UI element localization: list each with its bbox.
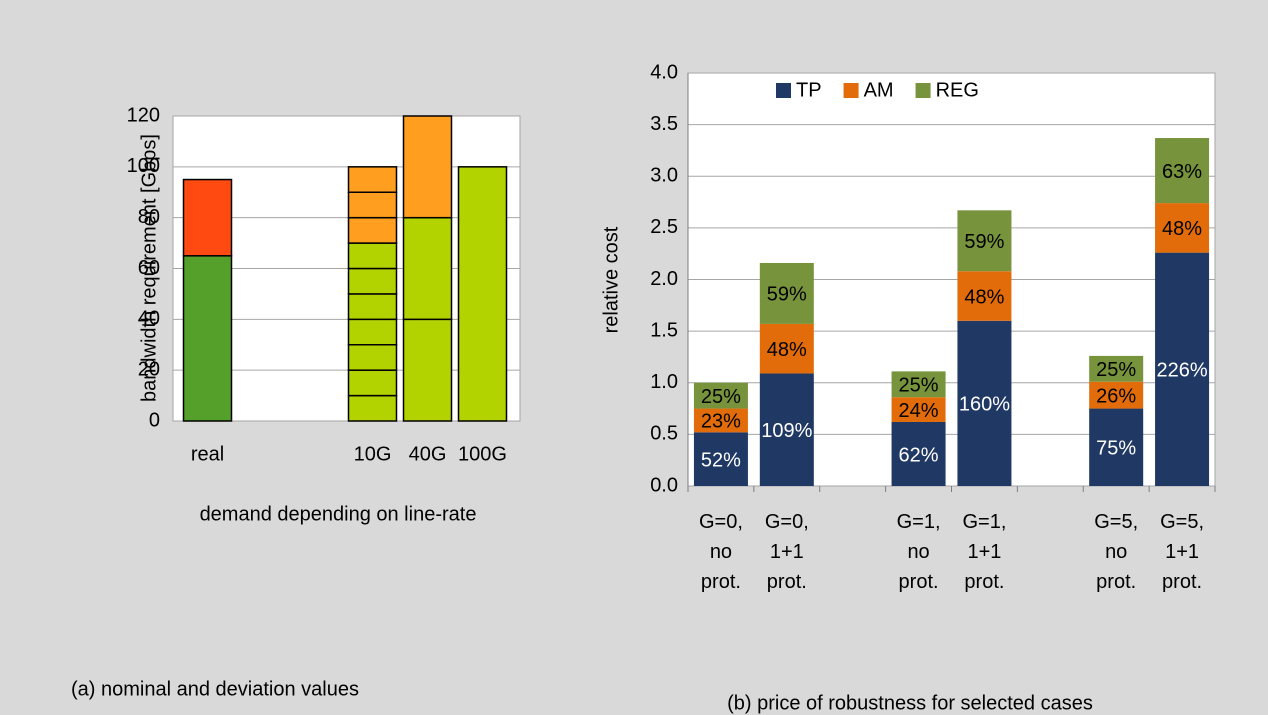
bar-segment — [347, 242, 398, 270]
y-tick-label: 20 — [138, 358, 160, 380]
x-axis-label: demand depending on line-rate — [200, 503, 477, 525]
data-label: 48% — [964, 286, 1004, 308]
y-tick-label: 1.0 — [650, 371, 678, 393]
x-tick-label: real — [191, 443, 224, 465]
y-axis-label: bandwidth requirement [Gbps] — [138, 134, 160, 402]
bar-segment — [1155, 252, 1210, 486]
x-tick-label: G=0, no prot. — [699, 511, 743, 593]
y-tick-label: 4.0 — [650, 61, 678, 83]
bar-segment — [957, 271, 1012, 321]
data-label: 59% — [767, 284, 807, 306]
bar-segment — [693, 432, 748, 486]
x-tick-label: G=1, no prot. — [897, 511, 941, 593]
data-label: 25% — [899, 375, 939, 397]
y-tick-label: 80 — [138, 206, 160, 228]
bar-segment — [402, 115, 453, 219]
x-tick-label: G=1, 1+1 prot. — [962, 511, 1006, 593]
data-label: 75% — [1096, 438, 1136, 460]
x-tick-label: 100G — [458, 443, 507, 465]
y-tick-label: 100 — [127, 155, 160, 177]
bar-segment — [891, 421, 946, 486]
bar-segment — [1155, 138, 1210, 204]
legend-label: AM — [864, 79, 894, 101]
legend-swatch — [776, 83, 791, 98]
bar-segment — [347, 166, 398, 193]
bar-segment — [1089, 355, 1144, 382]
bar-segment — [402, 216, 453, 321]
y-tick-label: 3.0 — [650, 165, 678, 187]
data-label: 63% — [1162, 161, 1202, 183]
caption: (b) price of robustness for selected cas… — [727, 692, 1093, 714]
data-label: 109% — [761, 420, 812, 442]
data-label: 52% — [701, 449, 741, 471]
bar-segment — [693, 408, 748, 433]
y-tick-label: 0.5 — [650, 423, 678, 445]
bar-segment — [347, 216, 398, 244]
y-tick-label: 0 — [149, 409, 160, 431]
y-axis-label: relative cost — [600, 226, 622, 333]
bar-segment — [1089, 381, 1144, 409]
data-label: 160% — [959, 394, 1010, 416]
x-tick-label: 40G — [409, 443, 447, 465]
x-tick-label: G=0, 1+1 prot. — [765, 511, 809, 593]
data-label: 25% — [1096, 359, 1136, 381]
bar-segment — [1155, 203, 1210, 253]
bar-segment — [347, 267, 398, 295]
y-tick-label: 0.0 — [650, 474, 678, 496]
data-label: 26% — [1096, 385, 1136, 407]
x-tick-label: 10G — [354, 443, 392, 465]
bar-segment — [759, 262, 814, 324]
bar-segment — [891, 397, 946, 422]
bar-segment — [347, 394, 398, 422]
legend-label: TP — [796, 79, 822, 101]
bar-segment — [347, 369, 398, 397]
data-label: 23% — [701, 411, 741, 433]
y-tick-label: 3.5 — [650, 113, 678, 135]
bar-segment — [182, 255, 233, 422]
legend-label: REG — [936, 79, 979, 101]
legend-swatch — [843, 83, 859, 98]
data-label: 62% — [899, 444, 939, 466]
y-tick-label: 2.5 — [650, 216, 678, 238]
caption: (a) nominal and deviation values — [71, 678, 359, 700]
bar-segment — [347, 293, 398, 321]
bar-segment — [957, 320, 1012, 486]
bar-segment — [759, 323, 814, 374]
bar-segment — [1089, 408, 1144, 486]
x-tick-label: G=5, no prot. — [1094, 511, 1138, 593]
bar-segment — [182, 178, 233, 257]
y-tick-label: 2.0 — [650, 268, 678, 290]
bar-segment — [402, 318, 453, 422]
data-label: 25% — [701, 386, 741, 408]
bar-segment — [693, 382, 748, 409]
bar-segment — [759, 373, 814, 486]
bar-segment — [457, 166, 508, 422]
y-tick-label: 1.5 — [650, 319, 678, 341]
y-tick-label: 40 — [138, 308, 160, 330]
bar-segment — [347, 191, 398, 219]
bar-segment — [891, 371, 946, 398]
legend-swatch — [915, 83, 931, 98]
bar-segment — [347, 344, 398, 371]
data-label: 48% — [1162, 218, 1202, 240]
data-label: 24% — [899, 400, 939, 422]
data-label: 48% — [767, 339, 807, 361]
bar-segment — [957, 210, 1012, 272]
x-tick-label: G=5, 1+1 prot. — [1160, 511, 1204, 593]
data-label: 226% — [1156, 360, 1207, 382]
data-label: 59% — [964, 231, 1004, 253]
y-tick-label: 120 — [127, 104, 160, 126]
y-tick-label: 60 — [138, 257, 160, 279]
bar-segment — [347, 318, 398, 346]
